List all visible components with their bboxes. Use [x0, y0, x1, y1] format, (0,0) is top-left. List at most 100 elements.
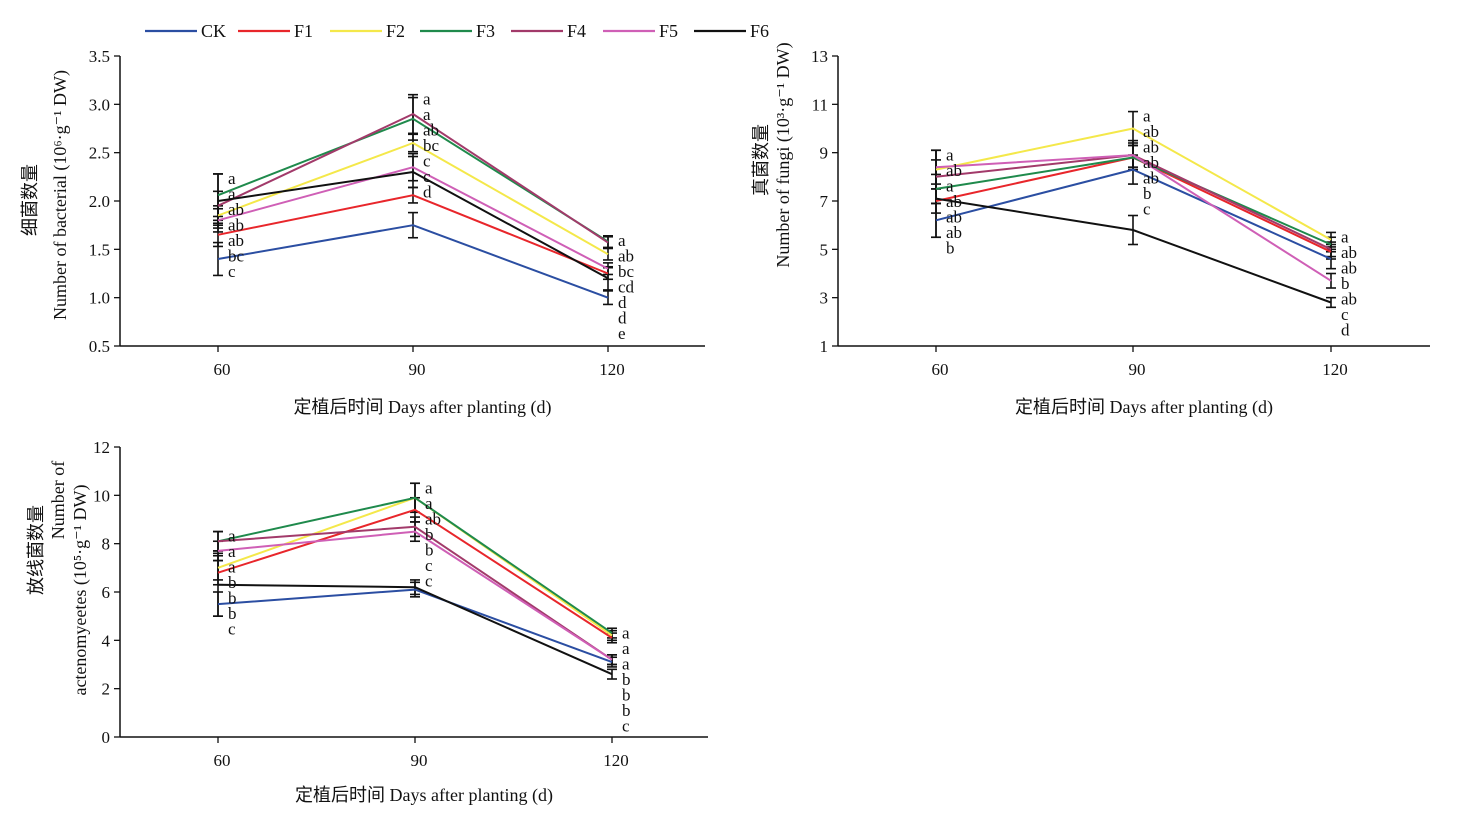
- significance-letter: b: [946, 238, 955, 257]
- significance-letter: a: [618, 231, 626, 250]
- legend: CK F1 F2 F3 F4 F5 F6: [145, 21, 769, 41]
- y-axis-label-cn: 细菌数量: [20, 164, 40, 236]
- significance-letter: a: [228, 558, 236, 577]
- series-line-f6: [217, 171, 609, 280]
- significance-letter: e: [618, 324, 626, 343]
- x-tick-label: 60: [214, 751, 231, 770]
- chart-panel-3: 0 2 4 6 8 10 12 60 90 120 定植后时间 Days after plantin…: [26, 438, 708, 806]
- y-tick-label: 3: [820, 289, 829, 308]
- significance-letter: a: [622, 654, 630, 673]
- legend-label-f2: F2: [386, 21, 405, 41]
- significance-letter: b: [622, 701, 631, 720]
- significance-letter: c: [622, 716, 630, 735]
- significance-letter: ab: [1341, 289, 1357, 308]
- x-tick-label: 60: [932, 360, 949, 379]
- series-line-f5: [935, 154, 1332, 282]
- y-tick-label: 1: [820, 337, 829, 356]
- y-tick-label: 9: [820, 144, 829, 163]
- y-axis-label-en: Number of bacterial (10⁶·g⁻¹ DW): [50, 70, 71, 320]
- y-axis-label-en: Number of fungi (10³·g⁻¹ DW): [773, 42, 794, 267]
- significance-letter: b: [228, 589, 237, 608]
- significance-letter: b: [425, 540, 434, 559]
- significance-letter: ab: [1143, 122, 1159, 141]
- significance-letter: b: [622, 685, 631, 704]
- significance-letter: c: [228, 620, 236, 639]
- legend-label-f4: F4: [567, 21, 586, 41]
- series-line-ck: [217, 588, 613, 664]
- y-tick-label: 1.5: [89, 240, 110, 259]
- significance-letter: c: [425, 556, 433, 575]
- significance-letter: bc: [618, 262, 635, 281]
- y-tick-label: 10: [93, 486, 110, 505]
- series-line-f5: [217, 530, 613, 661]
- significance-letter: ab: [1341, 243, 1357, 262]
- significance-letter: cd: [618, 277, 635, 296]
- significance-letter: a: [228, 542, 236, 561]
- legend-label-f1: F1: [294, 21, 313, 41]
- y-tick-label: 3.5: [89, 47, 110, 66]
- significance-letter: c: [423, 152, 431, 171]
- significance-letter: b: [425, 525, 434, 544]
- y-axis-label-cn: 放线菌数量: [26, 505, 46, 595]
- significance-letter: bc: [228, 246, 245, 265]
- y-tick-label: 2: [102, 680, 111, 699]
- significance-letter: a: [1341, 227, 1349, 246]
- significance-letter: ab: [228, 200, 244, 219]
- significance-letter: c: [1341, 305, 1349, 324]
- x-tick-label: 90: [411, 751, 428, 770]
- significance-letter: ab: [946, 207, 962, 226]
- significance-letter: ab: [228, 231, 244, 250]
- series-line-f5: [217, 166, 609, 270]
- significance-letter: a: [425, 478, 433, 497]
- significance-letter: ab: [946, 161, 962, 180]
- significance-letter: ab: [228, 215, 244, 234]
- significance-letter: b: [228, 573, 237, 592]
- significance-letter: a: [622, 623, 630, 642]
- significance-letter: c: [423, 167, 431, 186]
- significance-letter: a: [425, 494, 433, 513]
- significance-letter: b: [622, 670, 631, 689]
- y-tick-label: 0: [102, 728, 111, 747]
- series-line-f2: [935, 127, 1332, 241]
- y-axis-label-cn: 真菌数量: [751, 124, 771, 196]
- significance-letter: d: [423, 183, 432, 202]
- significance-letter: a: [228, 184, 236, 203]
- y-tick-label: 6: [102, 583, 111, 602]
- error-bar-f6: [603, 265, 613, 291]
- significance-letter: a: [228, 169, 236, 188]
- significance-letter: ab: [1143, 138, 1159, 157]
- significance-letter: c: [425, 571, 433, 590]
- series-line-f6: [935, 197, 1332, 304]
- x-axis-label: 定植后时间 Days after planting (d): [295, 785, 553, 806]
- significance-letter: d: [1341, 320, 1350, 339]
- significance-letter: b: [1341, 274, 1350, 293]
- significance-letter: a: [622, 639, 630, 658]
- y-tick-label: 7: [820, 192, 829, 211]
- significance-letter: b: [1143, 184, 1152, 203]
- series-line-f1: [217, 508, 613, 639]
- x-tick-label: 120: [599, 360, 625, 379]
- significance-letter: b: [228, 604, 237, 623]
- y-tick-label: 13: [811, 47, 828, 66]
- legend-label-ck: CK: [201, 21, 226, 41]
- error-bar-f6: [931, 159, 941, 239]
- legend-label-f6: F6: [750, 21, 769, 41]
- significance-letter: ab: [618, 246, 634, 265]
- legend-label-f3: F3: [476, 21, 495, 41]
- significance-letter: ab: [425, 509, 441, 528]
- x-tick-label: 90: [1129, 360, 1146, 379]
- error-bar-f6: [213, 552, 223, 617]
- significance-letter: ab: [1341, 258, 1357, 277]
- legend-label-f5: F5: [659, 21, 678, 41]
- x-tick-label: 90: [409, 360, 426, 379]
- y-tick-label: 0.5: [89, 337, 110, 356]
- series-line-f3: [217, 496, 613, 634]
- significance-letter: c: [228, 262, 236, 281]
- significance-letter: a: [1143, 107, 1151, 126]
- series-line-ck: [935, 168, 1332, 260]
- y-axis-label-en-line1: Number of: [48, 461, 68, 539]
- y-tick-label: 2.0: [89, 192, 110, 211]
- series-line-f4: [217, 525, 613, 661]
